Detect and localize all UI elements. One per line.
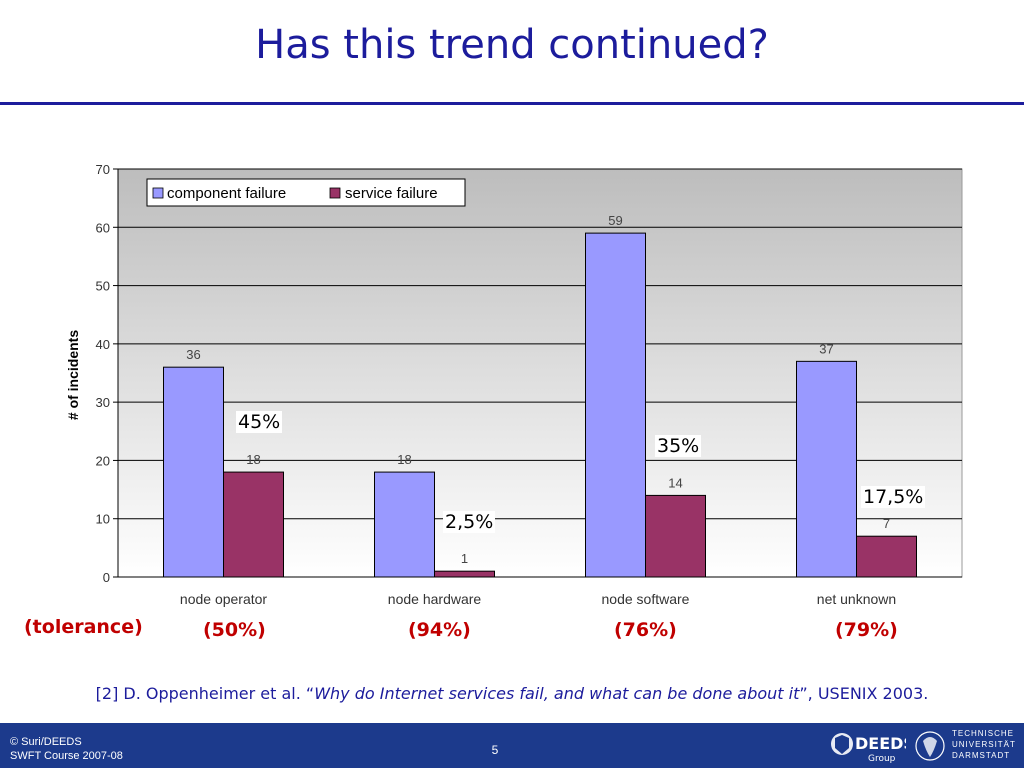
data-label-node-operator-service-failure: 18 xyxy=(246,452,260,467)
slide-title: Has this trend continued? xyxy=(255,22,769,68)
y-tick-label-0: 0 xyxy=(103,570,110,585)
bar-node-operator-component-failure xyxy=(163,366,224,578)
data-label-node-operator-component-failure: 36 xyxy=(186,347,200,362)
data-label-node-software-component-failure: 59 xyxy=(608,213,622,228)
percentage-node-operator: 45% xyxy=(236,411,283,433)
footer-copyright: © Suri/DEEDS SWFT Course 2007-08 xyxy=(10,735,123,763)
footer-bar: © Suri/DEEDS SWFT Course 2007-08 5 DEEDS… xyxy=(0,723,1024,768)
percentage-net-unknown: 17,5% xyxy=(861,486,926,508)
page-number: 5 xyxy=(491,743,499,757)
bars: 36 18 18 1 59 14 37 7 xyxy=(163,213,917,578)
reference-citation: [2] D. Oppenheimer et al. “Why do Intern… xyxy=(0,684,1024,703)
tolerance-node-operator: (50%) xyxy=(203,619,266,641)
footer-line-2: SWFT Course 2007-08 xyxy=(10,750,123,762)
data-label-node-software-service-failure: 14 xyxy=(668,475,682,490)
tolerance-net-unknown: (79%) xyxy=(835,619,898,641)
data-label-node-hardware-service-failure: 1 xyxy=(461,551,468,566)
deeds-logo-icon: DEEDS Group xyxy=(831,733,906,764)
tu-line-2: UNIVERSITÄT xyxy=(952,740,1016,749)
bar-node-software-service-failure xyxy=(645,494,706,578)
reference-suffix: ”, USENIX 2003. xyxy=(799,684,929,703)
data-label-net-unknown-service-failure: 7 xyxy=(883,516,890,531)
bar-net-unknown-service-failure xyxy=(856,535,917,578)
y-tick-label-10: 10 xyxy=(96,512,110,527)
legend-swatch-service-failure xyxy=(329,187,341,199)
percentage-node-software: 35% xyxy=(655,435,702,457)
bar-node-operator-service-failure xyxy=(223,471,284,578)
reference-title: Why do Internet services fail, and what … xyxy=(314,684,800,703)
tu-line-1: TECHNISCHE xyxy=(952,729,1015,738)
tu-darmstadt-logo-icon xyxy=(915,731,945,761)
y-tick-label-60: 60 xyxy=(96,220,110,235)
x-tick-label-node-software: node software xyxy=(602,591,690,607)
bar-chart: 0 10 20 30 40 50 60 70 36 18 18 1 59 14 37 7 node oper… xyxy=(65,162,963,607)
tolerance-node-hardware: (94%) xyxy=(408,619,471,641)
footer-line-1: © Suri/DEEDS xyxy=(10,736,82,748)
bar-net-unknown-component-failure xyxy=(796,360,857,578)
legend: component failure service failure xyxy=(146,178,466,207)
deeds-logo-text: DEEDS xyxy=(855,734,906,753)
x-tick-label-node-hardware: node hardware xyxy=(388,591,482,607)
x-tick-label-net-unknown: net unknown xyxy=(817,591,896,607)
bar-node-software-component-failure xyxy=(585,232,646,578)
percentage-node-hardware: 2,5% xyxy=(443,511,496,533)
data-label-net-unknown-component-failure: 37 xyxy=(819,341,833,356)
y-axis: 0 10 20 30 40 50 60 70 xyxy=(96,162,119,585)
title-underline xyxy=(0,102,1024,105)
y-tick-label-40: 40 xyxy=(96,337,110,352)
y-tick-label-30: 30 xyxy=(96,395,110,410)
y-axis-label: # of incidents xyxy=(65,330,81,420)
legend-label-component-failure: component failure xyxy=(167,185,286,202)
deeds-logo-sub: Group xyxy=(868,754,896,764)
x-tick-label-node-operator: node operator xyxy=(180,591,268,607)
tu-line-3: DARMSTADT xyxy=(952,751,1011,760)
bar-node-hardware-service-failure xyxy=(434,570,495,578)
reference-prefix: [2] D. Oppenheimer et al. “ xyxy=(95,684,315,703)
y-tick-label-70: 70 xyxy=(96,162,110,177)
legend-swatch-component-failure xyxy=(152,187,164,199)
legend-label-service-failure: service failure xyxy=(345,185,438,202)
bar-node-hardware-component-failure xyxy=(374,471,435,578)
tolerance-node-software: (76%) xyxy=(614,619,677,641)
y-tick-label-50: 50 xyxy=(96,279,110,294)
tolerance-label: (tolerance) xyxy=(24,616,143,638)
tu-darmstadt-wordmark: TECHNISCHE UNIVERSITÄT DARMSTADT xyxy=(952,728,1016,761)
x-axis: node operator node hardware node software n… xyxy=(118,576,962,607)
data-label-node-hardware-component-failure: 18 xyxy=(397,452,411,467)
y-tick-label-20: 20 xyxy=(96,453,110,468)
